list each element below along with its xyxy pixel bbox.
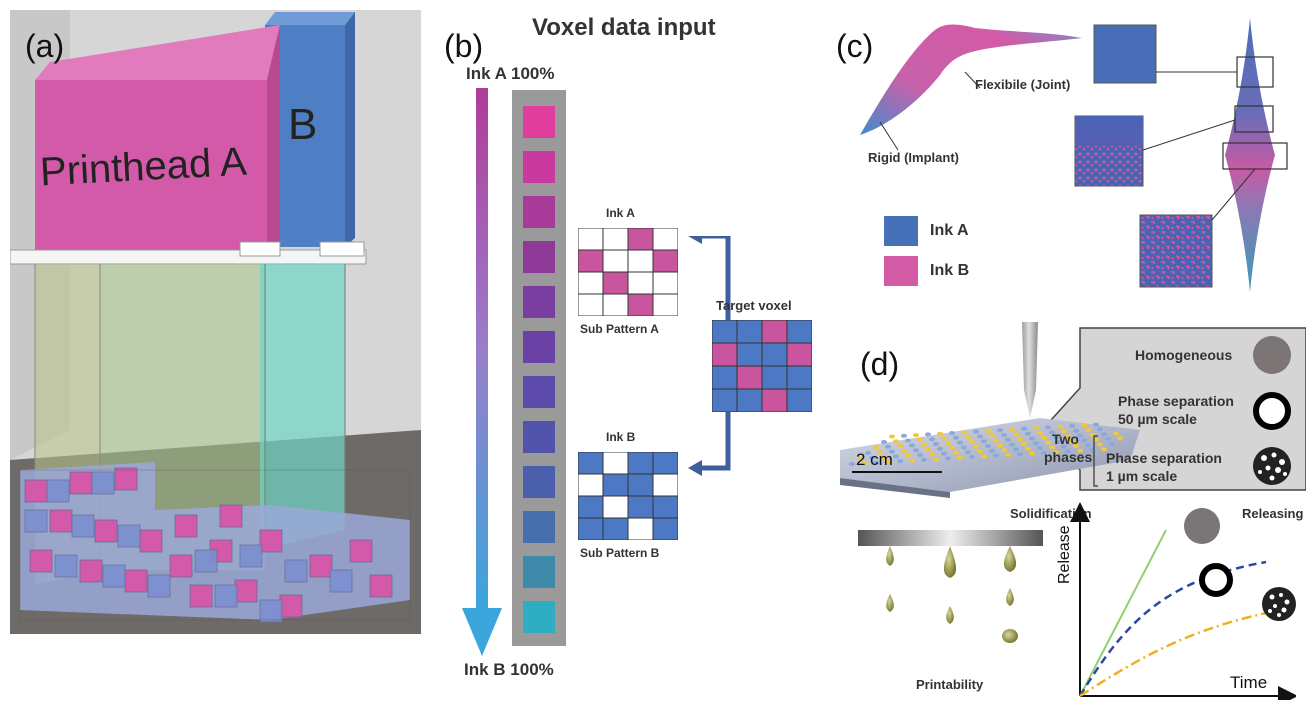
gradient-voxel-cell xyxy=(523,241,555,273)
gradient-voxel-cell xyxy=(523,286,555,318)
ink-b-100-label: Ink B 100% xyxy=(464,660,554,679)
phase-sep-50-line2: 50 µm scale xyxy=(1118,411,1197,427)
boomerang-implant-shape xyxy=(860,24,1082,151)
target-voxel-grid xyxy=(712,320,812,412)
two-phases-line2: phases xyxy=(1044,449,1093,465)
ink-a-100-label: Ink A 100% xyxy=(466,64,555,83)
panel-b-title: Voxel data input xyxy=(532,14,716,41)
gradient-voxel-cell xyxy=(523,151,555,183)
phase-1-release-curve xyxy=(1079,610,1272,698)
homogeneous-label: Homogeneous xyxy=(1135,347,1233,363)
phase-sep-1-line1: Phase separation xyxy=(1106,450,1222,466)
rail xyxy=(9,249,367,265)
panel-c-letter: (c) xyxy=(836,28,874,64)
panel-d-letter: (d) xyxy=(860,346,900,382)
gradient-voxel-cell xyxy=(523,556,555,588)
panel-b: (b) Voxel data input Ink A 100% Ink B 10… xyxy=(440,0,830,701)
ink-a-pattern-label: Ink A xyxy=(606,206,635,220)
gradient-voxel-cell xyxy=(523,421,555,453)
legend-ink-b-label: Ink B xyxy=(930,262,970,279)
printer-scene-illustration xyxy=(9,10,421,634)
phase-sep-50-line1: Phase separation xyxy=(1118,393,1234,409)
sub-pattern-b-grid xyxy=(578,452,678,540)
gradient-arrow xyxy=(462,88,502,656)
phase-50-release-curve xyxy=(1078,560,1267,697)
gradient-voxel-cell xyxy=(523,376,555,408)
two-phases-line1: Two xyxy=(1052,431,1079,447)
sub-pattern-b-label: Sub Pattern B xyxy=(580,546,660,560)
printing-substrate-illustration xyxy=(840,322,1306,498)
ink-b-pattern-label: Ink B xyxy=(606,430,636,444)
gradient-voxel-cell xyxy=(523,601,555,633)
homogeneous-release-line xyxy=(1079,529,1167,697)
rigid-implant-label: Rigid (Implant) xyxy=(868,150,959,165)
sub-pattern-a-label: Sub Pattern A xyxy=(580,322,659,336)
panel-c: (c) Flexibile (Joint) Rigid (Implant) In… xyxy=(830,0,1306,300)
gradient-voxel-cell xyxy=(523,331,555,363)
legend-ink-a-label: Ink A xyxy=(930,222,969,239)
voxel-stack xyxy=(19,462,411,623)
scale-bar-label: 2 cm xyxy=(856,450,893,469)
time-axis-label: Time xyxy=(1230,673,1268,692)
gradient-voxel-cell xyxy=(523,511,555,543)
gradient-voxel-cell xyxy=(523,466,555,498)
gradient-voxel-cell xyxy=(523,196,555,228)
panel-b-letter: (b) xyxy=(444,28,484,64)
panel-a: (a) Printhead A B xyxy=(9,10,421,634)
legend-ink-b-swatch xyxy=(884,256,918,286)
printability-label: Printability xyxy=(916,677,984,692)
printability-droplets-illustration xyxy=(858,530,1043,643)
legend-ink-a-swatch xyxy=(884,216,918,246)
target-voxel-label: Target voxel xyxy=(716,298,792,313)
phase-sep-1-line2: 1 µm scale xyxy=(1106,468,1178,484)
releasing-label: Releasing xyxy=(1242,506,1304,521)
spindle-gradient-diagram xyxy=(1074,18,1288,292)
voxel-gradient-column xyxy=(512,90,566,646)
release-axis-label: Release xyxy=(1056,525,1073,584)
printhead-b-label: B xyxy=(288,100,318,149)
homogeneous-icon xyxy=(1253,336,1291,374)
panel-d: (d) Homogeneous Phase xyxy=(830,300,1306,701)
gradient-voxel-cell xyxy=(523,106,555,138)
panel-a-letter: (a) xyxy=(25,28,65,64)
flexible-joint-label: Flexibile (Joint) xyxy=(975,77,1071,92)
phase-sep-50-icon xyxy=(1253,392,1291,430)
printhead-a-block xyxy=(35,80,267,252)
release-curves-chart xyxy=(1070,502,1296,700)
sub-pattern-a-grid xyxy=(578,228,678,316)
